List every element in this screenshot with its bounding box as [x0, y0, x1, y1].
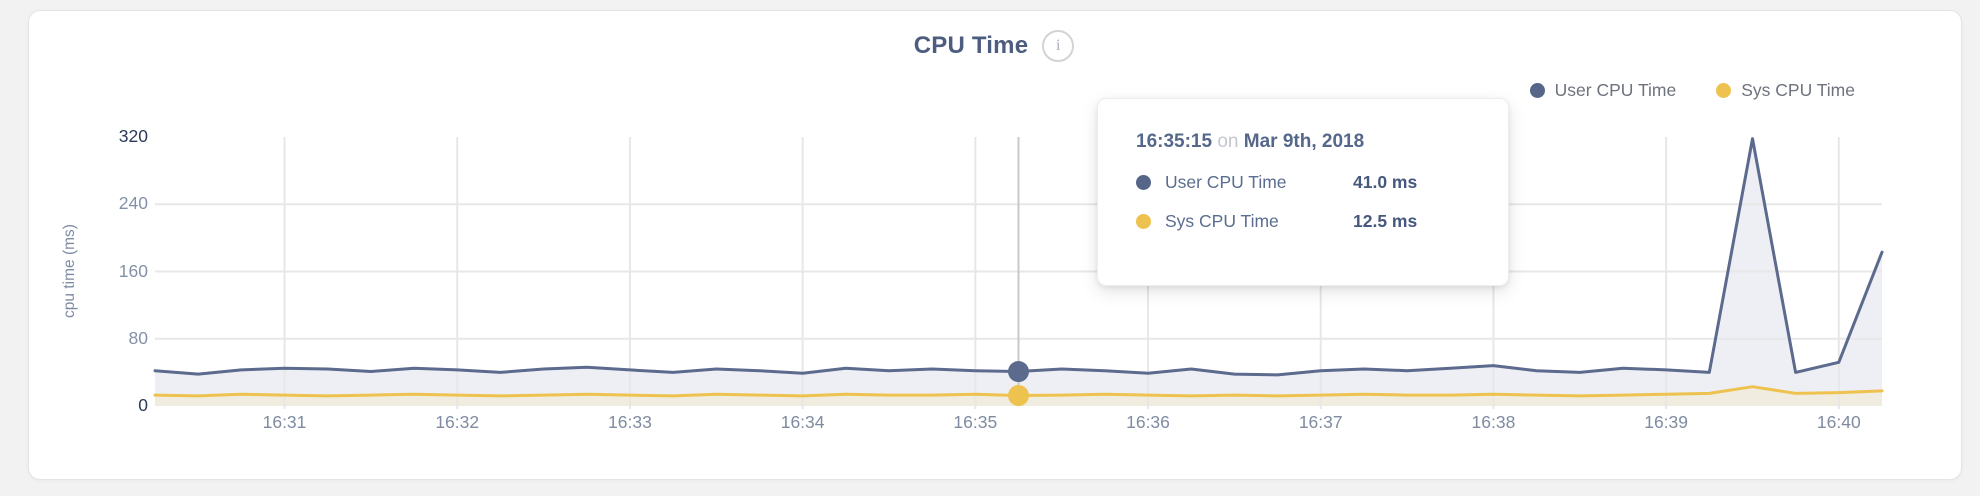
legend-label: User CPU Time [1554, 80, 1677, 100]
x-tick-label: 16:34 [780, 412, 825, 432]
y-tick-label: 0 [138, 395, 148, 415]
tooltip-time: 16:35:15 [1136, 131, 1213, 152]
chart-title: CPU Time [913, 32, 1029, 59]
x-tick-label: 16:37 [1298, 412, 1343, 432]
legend-dot-icon [1716, 83, 1732, 98]
tooltip-user-label: User CPU Time [1165, 172, 1287, 192]
x-tick-label: 16:39 [1644, 412, 1689, 432]
y-tick-label: 320 [118, 126, 148, 146]
tooltip-row-user: User CPU Time 41.0 ms [1136, 163, 1508, 202]
user-cpu-area [155, 138, 1882, 406]
y-tick-label: 80 [128, 327, 148, 348]
x-tick-label: 16:32 [435, 412, 480, 432]
tooltip-sys-label: Sys CPU Time [1165, 211, 1279, 231]
tooltip-user-value: 41.0 ms [1353, 172, 1418, 192]
legend-dot-icon [1529, 83, 1545, 98]
tooltip-row-sys: Sys CPU Time 12.5 ms [1136, 202, 1508, 241]
x-tick-label: 16:35 [953, 412, 998, 432]
tooltip-date: Mar 9th, 2018 [1243, 131, 1365, 152]
sys-cpu-hover-point [1008, 384, 1029, 406]
y-tick-label: 240 [118, 193, 148, 214]
x-tick-label: 16:38 [1471, 412, 1516, 432]
x-tick-label: 16:33 [608, 412, 652, 432]
legend-item-user-cpu-time[interactable]: User CPU Time [1529, 80, 1677, 101]
chart-header: CPU Time i [28, 26, 1960, 66]
x-tick-label: 16:40 [1816, 412, 1861, 432]
legend-item-sys-cpu-time[interactable]: Sys CPU Time [1716, 80, 1855, 101]
tooltip-title: 16:35:15 on Mar 9th, 2018 [1136, 131, 1508, 153]
legend-label: Sys CPU Time [1741, 80, 1855, 100]
tooltip-connector: on [1217, 131, 1239, 152]
x-tick-label: 16:36 [1126, 412, 1170, 432]
sys-cpu-dot-icon [1136, 214, 1151, 229]
user-cpu-dot-icon [1136, 175, 1151, 190]
info-icon[interactable]: i [1042, 30, 1075, 62]
x-tick-label: 16:31 [262, 412, 307, 432]
user-cpu-hover-point [1008, 361, 1029, 383]
tooltip-sys-value: 12.5 ms [1353, 211, 1418, 231]
chart-tooltip: 16:35:15 on Mar 9th, 2018 User CPU Time … [1097, 98, 1509, 286]
y-tick-label: 160 [118, 260, 148, 281]
chart-legend: User CPU Time Sys CPU Time [1529, 80, 1855, 101]
